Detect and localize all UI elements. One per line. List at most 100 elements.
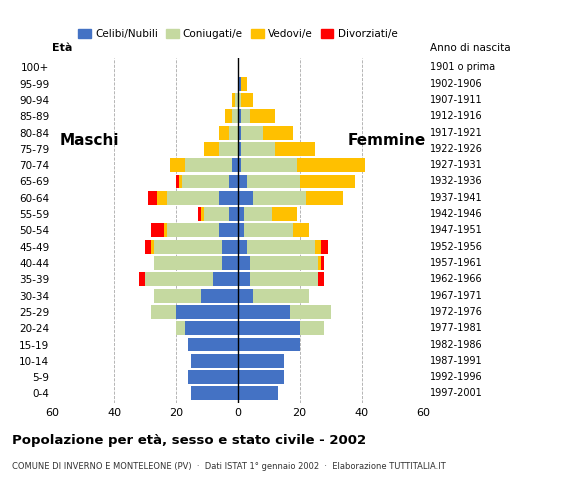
Bar [185, 321, 238, 335]
Bar [238, 354, 284, 368]
Bar [238, 93, 241, 107]
Bar [219, 224, 238, 237]
Bar [191, 354, 238, 368]
Bar [238, 109, 241, 123]
Bar [241, 93, 253, 107]
Bar [148, 191, 157, 205]
Text: 1902-1906: 1902-1906 [430, 79, 482, 89]
Bar [188, 337, 238, 351]
Bar [166, 191, 219, 205]
Text: 1972-1976: 1972-1976 [430, 307, 483, 317]
Bar [229, 175, 238, 189]
Bar [231, 109, 238, 123]
Bar [154, 240, 222, 253]
Bar [238, 321, 300, 335]
Bar [241, 158, 296, 172]
Bar [296, 158, 365, 172]
Bar [238, 224, 244, 237]
Text: 1982-1986: 1982-1986 [430, 339, 482, 349]
Text: 1957-1961: 1957-1961 [430, 258, 483, 268]
Bar [318, 272, 324, 286]
Bar [244, 207, 272, 221]
Bar [145, 272, 213, 286]
Bar [238, 126, 241, 140]
Bar [321, 240, 328, 253]
Text: 1901 o prima: 1901 o prima [430, 62, 495, 72]
Text: Femmine: Femmine [347, 133, 425, 148]
Text: Età: Età [52, 43, 72, 53]
Text: COMUNE DI INVERNO E MONTELEONE (PV)  ·  Dati ISTAT 1° gennaio 2002  ·  Elaborazi: COMUNE DI INVERNO E MONTELEONE (PV) · Da… [12, 462, 445, 471]
Bar [238, 175, 247, 189]
Bar [247, 240, 315, 253]
Bar [222, 256, 238, 270]
Text: 1962-1966: 1962-1966 [430, 274, 482, 284]
Bar [229, 126, 238, 140]
Bar [145, 240, 151, 253]
Text: 1967-1971: 1967-1971 [430, 290, 483, 300]
Bar [272, 207, 296, 221]
Bar [238, 256, 250, 270]
Bar [151, 305, 176, 319]
Bar [188, 370, 238, 384]
Bar [238, 305, 291, 319]
Text: 1942-1946: 1942-1946 [430, 209, 482, 219]
Text: 1987-1991: 1987-1991 [430, 356, 482, 366]
Bar [176, 305, 238, 319]
Bar [154, 288, 201, 302]
Text: 1917-1921: 1917-1921 [430, 128, 483, 138]
Text: 1932-1936: 1932-1936 [430, 177, 482, 187]
Bar [238, 142, 241, 156]
Bar [176, 321, 185, 335]
Bar [201, 288, 238, 302]
Bar [263, 126, 293, 140]
Bar [157, 191, 166, 205]
Text: Popolazione per età, sesso e stato civile - 2002: Popolazione per età, sesso e stato civil… [12, 434, 366, 447]
Bar [238, 337, 300, 351]
Bar [219, 126, 229, 140]
Bar [235, 93, 238, 107]
Bar [238, 272, 250, 286]
Text: Maschi: Maschi [60, 133, 119, 148]
Text: 1907-1911: 1907-1911 [430, 95, 482, 105]
Bar [318, 256, 321, 270]
Bar [231, 93, 235, 107]
Bar [154, 256, 222, 270]
Bar [241, 126, 263, 140]
Text: 1912-1916: 1912-1916 [430, 111, 482, 121]
Bar [250, 272, 318, 286]
Text: Anno di nascita: Anno di nascita [430, 43, 510, 53]
Bar [139, 272, 145, 286]
Bar [315, 240, 321, 253]
Bar [241, 109, 250, 123]
Bar [253, 288, 309, 302]
Bar [238, 370, 284, 384]
Bar [241, 77, 247, 91]
Bar [231, 158, 238, 172]
Bar [238, 77, 241, 91]
Bar [229, 207, 238, 221]
Text: 1947-1951: 1947-1951 [430, 226, 483, 235]
Bar [185, 158, 231, 172]
Bar [321, 256, 324, 270]
Bar [306, 191, 343, 205]
Bar [238, 191, 253, 205]
Bar [219, 191, 238, 205]
Bar [179, 175, 182, 189]
Bar [198, 207, 201, 221]
Bar [166, 224, 219, 237]
Bar [241, 142, 275, 156]
Bar [247, 175, 300, 189]
Bar [250, 256, 318, 270]
Text: 1937-1941: 1937-1941 [430, 193, 482, 203]
Bar [238, 386, 278, 400]
Bar [238, 207, 244, 221]
Bar [244, 224, 293, 237]
Bar [253, 191, 306, 205]
Bar [238, 240, 247, 253]
Bar [182, 175, 229, 189]
Bar [222, 240, 238, 253]
Bar [219, 142, 238, 156]
Bar [151, 224, 164, 237]
Text: 1922-1926: 1922-1926 [430, 144, 483, 154]
Text: 1952-1956: 1952-1956 [430, 242, 483, 252]
